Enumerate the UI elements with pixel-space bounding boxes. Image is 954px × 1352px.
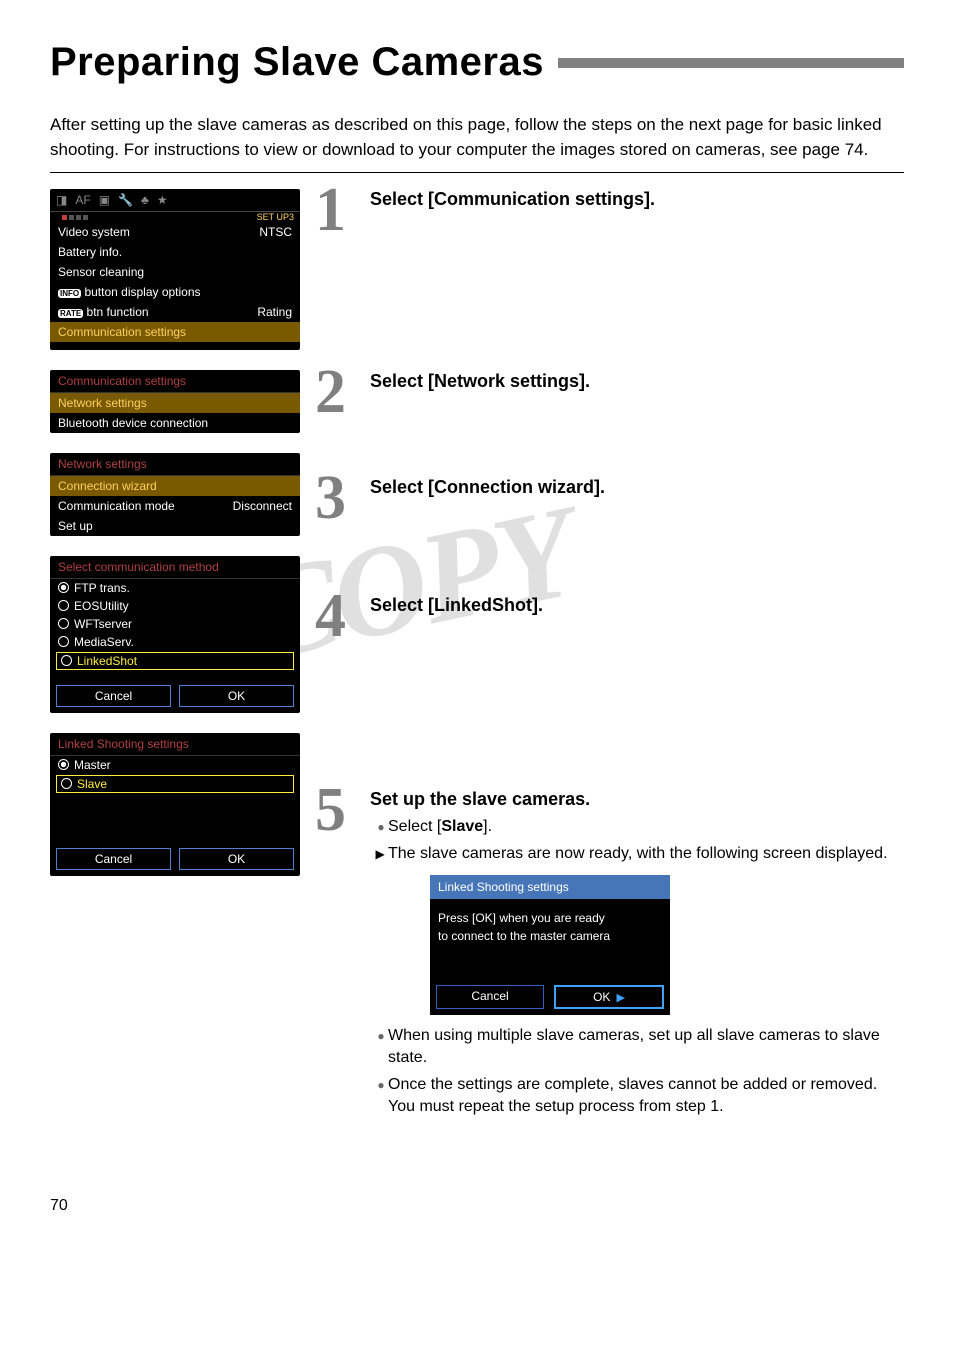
- step-number: 2: [315, 357, 346, 428]
- menu-item: Video system: [58, 225, 130, 239]
- step-number: 3: [315, 463, 346, 534]
- radio-option: EOSUtility: [50, 597, 300, 615]
- step-title: Select [Connection wizard].: [370, 477, 904, 498]
- menu-item-highlighted: Network settings: [50, 393, 300, 413]
- ok-button: OK: [179, 685, 294, 707]
- camera-header: Linked Shooting settings: [430, 875, 670, 899]
- camera-message-line: Press [OK] when you are ready: [438, 909, 662, 927]
- camera-icon: ◨: [56, 193, 67, 207]
- ok-button: OK: [179, 848, 294, 870]
- menu-item: Battery info.: [58, 245, 122, 259]
- camera-screen-setup-menu: ◨ AF ▣ 🔧 ♣ ★ SET UP3 Video system NTSC Ba…: [50, 189, 300, 350]
- menu-item: RATE btn function: [58, 305, 149, 319]
- camera-screen-comm-method: Select communication method FTP trans. E…: [50, 556, 300, 713]
- setup-page-label: SET UP3: [257, 212, 294, 222]
- step-bullet: Select [Slave].: [388, 816, 904, 838]
- radio-option: Master: [50, 756, 300, 774]
- camera-screen-comm-settings: Communication settings Network settings …: [50, 370, 300, 433]
- camera-header: Linked Shooting settings: [50, 733, 300, 756]
- step-bullet: When using multiple slave cameras, set u…: [388, 1025, 904, 1070]
- step-number: 1: [315, 175, 346, 246]
- camera-header: Select communication method: [50, 556, 300, 579]
- menu-item: Set up: [58, 519, 93, 533]
- radio-option-highlighted: Slave: [56, 775, 294, 793]
- menu-item-highlighted: Communication settings: [50, 322, 300, 342]
- af-tab: AF: [75, 193, 90, 207]
- step-bullet: The slave cameras are now ready, with th…: [388, 843, 904, 865]
- camera-screen-linked-shooting: Linked Shooting settings Master Slave Ca…: [50, 733, 300, 876]
- step-title: Select [LinkedShot].: [370, 595, 904, 616]
- camera-header: Network settings: [50, 453, 300, 476]
- camera-header: Communication settings: [50, 370, 300, 393]
- camera-screen-network-settings: Network settings Connection wizard Commu…: [50, 453, 300, 536]
- step-bullet: Once the settings are complete, slaves c…: [388, 1074, 904, 1119]
- radio-option: WFTserver: [50, 615, 300, 633]
- radio-option: MediaServ.: [50, 633, 300, 651]
- menu-item: Bluetooth device connection: [58, 416, 208, 430]
- step-title: Set up the slave cameras.: [370, 789, 904, 810]
- cancel-button: Cancel: [56, 685, 171, 707]
- step-number: 5: [315, 775, 346, 846]
- divider: [50, 172, 904, 173]
- menu-value: NTSC: [259, 225, 292, 239]
- radio-option: FTP trans.: [50, 579, 300, 597]
- menu-value: Rating: [257, 305, 292, 319]
- wrench-icon: 🔧: [118, 193, 133, 207]
- playback-icon: ▣: [99, 193, 110, 207]
- arrow-right-icon: ▶: [616, 991, 624, 1004]
- menu-item: INFO button display options: [58, 285, 201, 299]
- step-number: 4: [315, 581, 346, 652]
- ok-button: OK▶: [554, 985, 664, 1009]
- radio-option-highlighted: LinkedShot: [56, 652, 294, 670]
- page-number: 70: [50, 1197, 904, 1215]
- star-icon: ★: [157, 193, 168, 207]
- custom-icon: ♣: [141, 193, 149, 207]
- intro-text: After setting up the slave cameras as de…: [50, 113, 904, 162]
- camera-message-line: to connect to the master camera: [438, 927, 662, 945]
- cancel-button: Cancel: [436, 985, 544, 1009]
- step-title: Select [Network settings].: [370, 371, 904, 392]
- menu-item-highlighted: Connection wizard: [50, 476, 300, 496]
- step-title: Select [Communication settings].: [370, 189, 904, 210]
- page-title: Preparing Slave Cameras: [50, 40, 544, 85]
- menu-item: Sensor cleaning: [58, 265, 144, 279]
- title-rule: [558, 58, 904, 68]
- cancel-button: Cancel: [56, 848, 171, 870]
- camera-screen-ready: Linked Shooting settings Press [OK] when…: [430, 875, 670, 1015]
- menu-value: Disconnect: [233, 499, 292, 513]
- menu-item: Communication mode: [58, 499, 175, 513]
